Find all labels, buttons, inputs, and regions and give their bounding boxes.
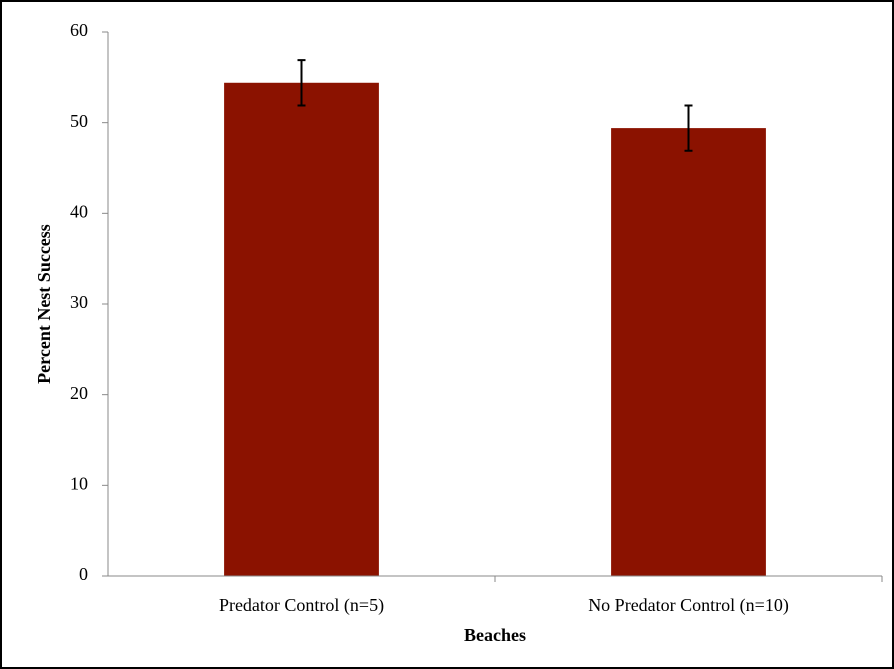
- x-axis-title: Beaches: [464, 625, 526, 645]
- y-tick-label: 40: [70, 201, 88, 221]
- y-tick-label: 20: [70, 383, 88, 403]
- y-tick-label: 30: [70, 292, 88, 312]
- y-tick-label: 60: [70, 20, 88, 40]
- x-tick-label: Predator Control (n=5): [219, 595, 384, 616]
- error-bar: [684, 104, 693, 152]
- error-bar: [297, 59, 306, 107]
- y-tick-label: 50: [70, 111, 88, 131]
- bar: [611, 128, 766, 576]
- bar: [224, 82, 379, 577]
- y-tick-label: 0: [79, 564, 88, 584]
- y-tick-label: 10: [70, 473, 88, 493]
- y-axis-title: Percent Nest Success: [34, 224, 54, 384]
- x-tick-label: No Predator Control (n=10): [588, 595, 789, 616]
